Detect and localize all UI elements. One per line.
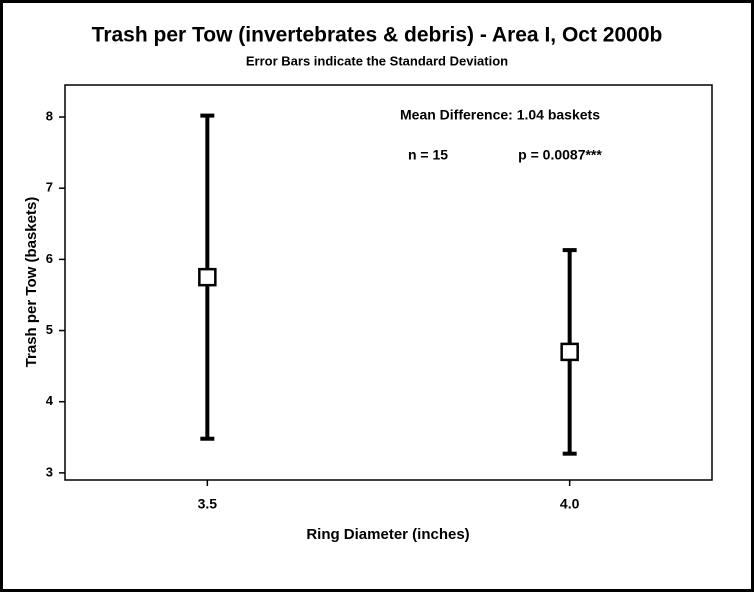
plot-area <box>64 84 713 481</box>
x-axis-label: Ring Diameter (inches) <box>306 526 469 543</box>
x-tick-label: 3.5 <box>198 496 218 512</box>
chart-subtitle: Error Bars indicate the Standard Deviati… <box>246 53 508 68</box>
y-tick-label: 4 <box>46 393 54 408</box>
mean-marker <box>560 342 579 362</box>
y-axis-label: Trash per Tow (baskets) <box>23 197 40 368</box>
x-tick-label: 4.0 <box>560 496 580 512</box>
y-tick-label: 6 <box>46 251 53 266</box>
annotation: n = 15 <box>408 147 448 163</box>
annotation: p = 0.0087*** <box>518 147 602 163</box>
chart-title: Trash per Tow (invertebrates & debris) -… <box>92 24 663 47</box>
y-tick-label: 7 <box>46 180 53 195</box>
y-tick-label: 5 <box>46 322 53 337</box>
y-tick-label: 3 <box>46 464 53 479</box>
annotation: Mean Difference: 1.04 baskets <box>400 107 600 123</box>
mean-marker <box>198 267 217 287</box>
y-tick-label: 8 <box>46 108 53 123</box>
